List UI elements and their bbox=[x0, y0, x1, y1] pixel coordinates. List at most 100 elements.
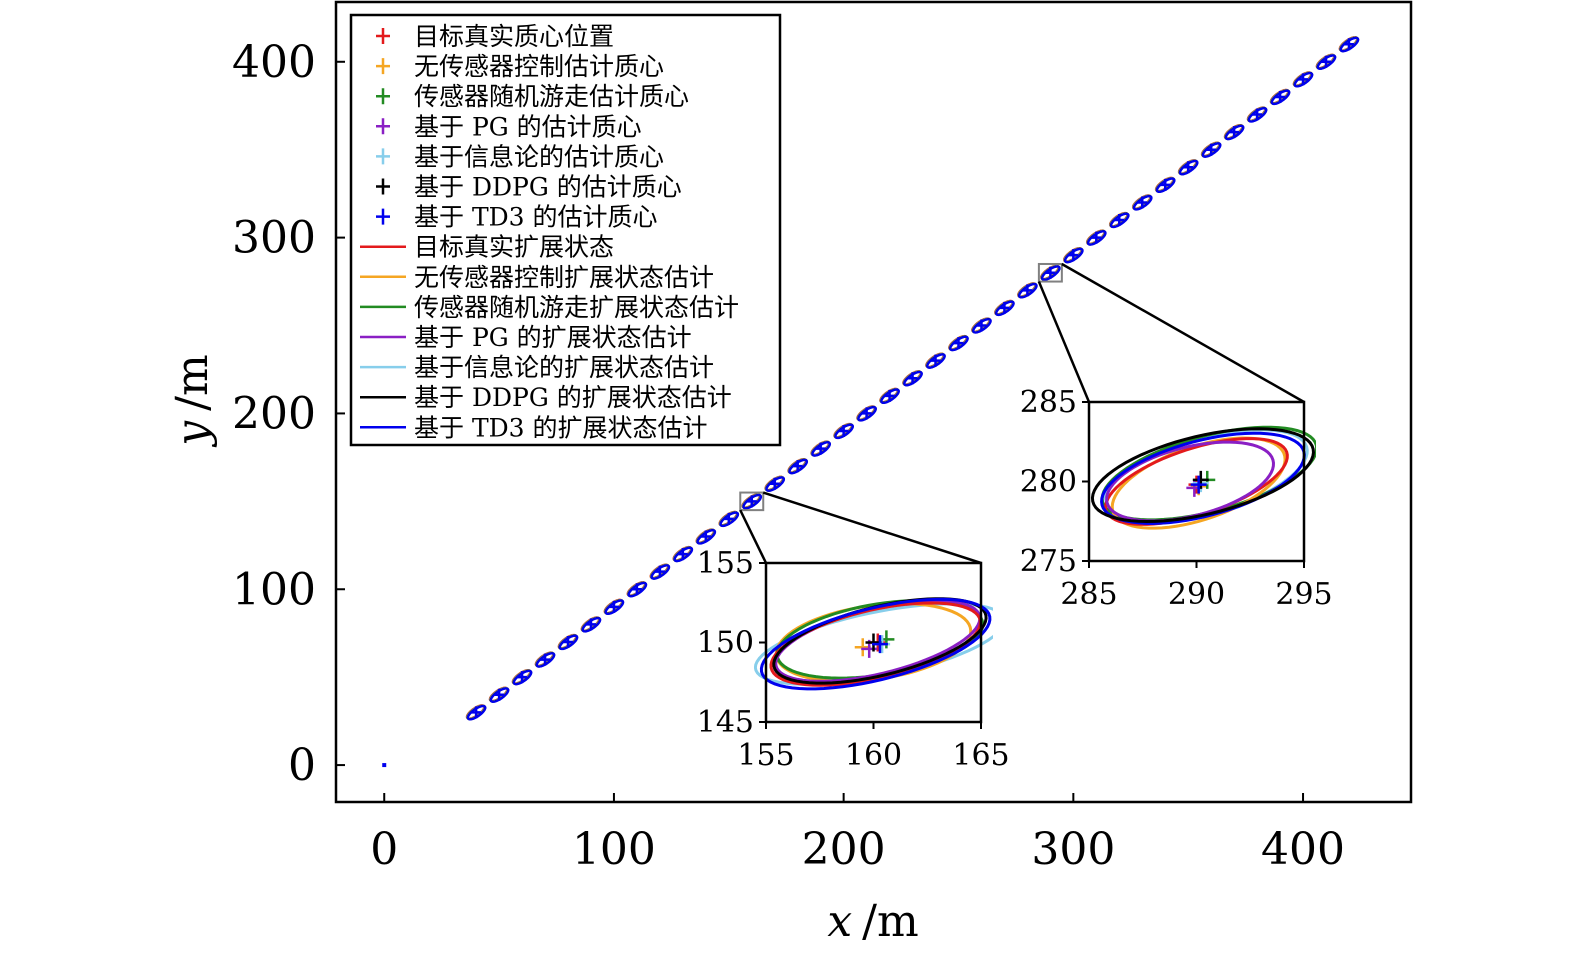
zoom-connector-line bbox=[1061, 262, 1305, 404]
extent-ellipse bbox=[742, 494, 763, 510]
extent-ellipse bbox=[1293, 72, 1314, 88]
centroid-marker bbox=[792, 460, 803, 473]
y-tick-label: 100 bbox=[232, 564, 316, 615]
centroid-marker bbox=[976, 319, 987, 332]
main-plot-data bbox=[382, 36, 1360, 768]
inset-extent-ellipse bbox=[759, 597, 992, 691]
legend-marker bbox=[376, 208, 390, 225]
zoom-connector-line bbox=[739, 509, 768, 564]
inset-x-tick-label: 155 bbox=[737, 738, 794, 773]
legend-label: 无传感器控制估计质心 bbox=[414, 52, 664, 81]
inset-x-tick-label: 290 bbox=[1168, 577, 1225, 612]
zoom-box bbox=[1037, 262, 1063, 283]
centroid-marker bbox=[608, 600, 619, 613]
extent-ellipse bbox=[926, 353, 946, 369]
legend-label: 基于信息论的估计质心 bbox=[414, 142, 664, 171]
extent-ellipse bbox=[765, 476, 786, 492]
x-tick-label: 300 bbox=[1031, 824, 1115, 875]
centroid-marker bbox=[1114, 214, 1125, 227]
centroid-marker bbox=[861, 407, 872, 420]
centroid-marker bbox=[1091, 231, 1102, 244]
inset-y-tick-label: 155 bbox=[697, 546, 754, 581]
centroid-marker bbox=[585, 618, 596, 631]
legend-label: 基于 PG 的扩展状态估计 bbox=[414, 323, 692, 352]
centroid-marker bbox=[999, 301, 1010, 314]
extent-ellipse bbox=[489, 687, 510, 703]
inset-x-tick-label: 285 bbox=[1060, 577, 1117, 612]
legend-label: 传感器随机游走估计质心 bbox=[414, 82, 689, 111]
centroid-marker bbox=[838, 425, 849, 438]
centroid-marker bbox=[746, 495, 757, 508]
y-axis-label: y/m bbox=[167, 354, 218, 447]
extent-ellipse bbox=[1041, 265, 1061, 281]
extent-ellipse bbox=[1224, 124, 1245, 141]
extent-ellipse bbox=[1247, 107, 1268, 123]
centroid-marker bbox=[1229, 126, 1240, 139]
zoom-connectors bbox=[739, 262, 1305, 565]
x-tick-label: 400 bbox=[1261, 824, 1345, 875]
legend-label: 基于 TD3 的估计质心 bbox=[414, 203, 658, 232]
centroid-marker bbox=[930, 354, 941, 367]
inset-y-tick-label: 145 bbox=[697, 705, 754, 740]
inset-y-tick-label: 150 bbox=[697, 626, 754, 661]
sensor-point bbox=[382, 763, 387, 768]
centroid-marker bbox=[1160, 178, 1171, 191]
extent-ellipse bbox=[880, 388, 900, 405]
y-axis-variable: y bbox=[167, 420, 218, 448]
inset-y-tick-label: 275 bbox=[1020, 544, 1077, 579]
inset-zoom-155-165: 155 160 165 145 150 155 bbox=[697, 546, 1010, 773]
centroid-marker bbox=[654, 565, 665, 578]
extent-ellipse bbox=[696, 529, 717, 545]
legend-label: 基于信息论的扩展状态估计 bbox=[414, 353, 714, 382]
centroid-marker bbox=[907, 372, 918, 385]
legend-label: 基于 PG 的估计质心 bbox=[414, 112, 642, 141]
centroid-marker bbox=[1275, 90, 1286, 103]
y-tick-label: 0 bbox=[288, 740, 316, 791]
centroid-marker bbox=[471, 706, 482, 719]
y-tick-label: 200 bbox=[232, 388, 316, 439]
centroid-marker bbox=[1321, 55, 1332, 68]
x-axis-unit: /m bbox=[862, 896, 919, 947]
legend-label: 目标真实质心位置 bbox=[414, 22, 614, 51]
extent-ellipse bbox=[1178, 159, 1199, 176]
centroid-marker bbox=[1298, 73, 1309, 86]
extent-ellipse bbox=[903, 370, 923, 387]
legend-marker bbox=[376, 148, 390, 165]
centroid-marker bbox=[1183, 161, 1194, 174]
inset-extent-ellipse bbox=[769, 601, 982, 687]
extent-ellipse bbox=[581, 617, 602, 633]
extent-ellipse bbox=[512, 669, 533, 686]
extent-ellipse bbox=[1316, 54, 1337, 70]
extent-ellipse bbox=[811, 441, 832, 457]
inset-y-tick-label: 285 bbox=[1020, 385, 1077, 420]
extent-ellipse bbox=[1270, 89, 1291, 106]
y-tick-label: 400 bbox=[232, 37, 316, 88]
main-plot-frame bbox=[334, 0, 1413, 804]
extent-ellipse bbox=[857, 406, 877, 422]
extent-ellipse bbox=[1155, 177, 1176, 194]
centroid-marker bbox=[1252, 108, 1263, 121]
x-axis-variable: x bbox=[827, 896, 852, 947]
legend-label: 目标真实扩展状态 bbox=[414, 233, 614, 262]
centroid-marker bbox=[677, 548, 688, 561]
x-axis-label: x/m bbox=[827, 896, 918, 947]
centroid-marker bbox=[953, 337, 964, 350]
main-axis-ticks: 0 100 200 300 400 0 100 200 300 400 bbox=[232, 37, 1345, 875]
extent-ellipse bbox=[788, 458, 809, 475]
zoom-connector-line bbox=[1037, 281, 1091, 403]
extent-ellipse bbox=[1339, 36, 1360, 53]
centroid-marker bbox=[540, 653, 551, 666]
extent-ellipse bbox=[627, 581, 648, 598]
inset-extent-ellipse bbox=[1090, 427, 1315, 523]
inset-extent-ellipse bbox=[1105, 440, 1275, 523]
extent-ellipse bbox=[949, 335, 969, 352]
inset-centroid-marker bbox=[871, 635, 888, 654]
legend-label: 无传感器控制扩展状态估计 bbox=[414, 263, 714, 292]
centroid-marker bbox=[1022, 284, 1033, 297]
extent-ellipse bbox=[1087, 230, 1107, 246]
inset-y-tick-label: 280 bbox=[1020, 465, 1077, 500]
extent-ellipse bbox=[1133, 195, 1153, 211]
extent-ellipse bbox=[673, 546, 694, 563]
extent-ellipse bbox=[604, 599, 625, 616]
